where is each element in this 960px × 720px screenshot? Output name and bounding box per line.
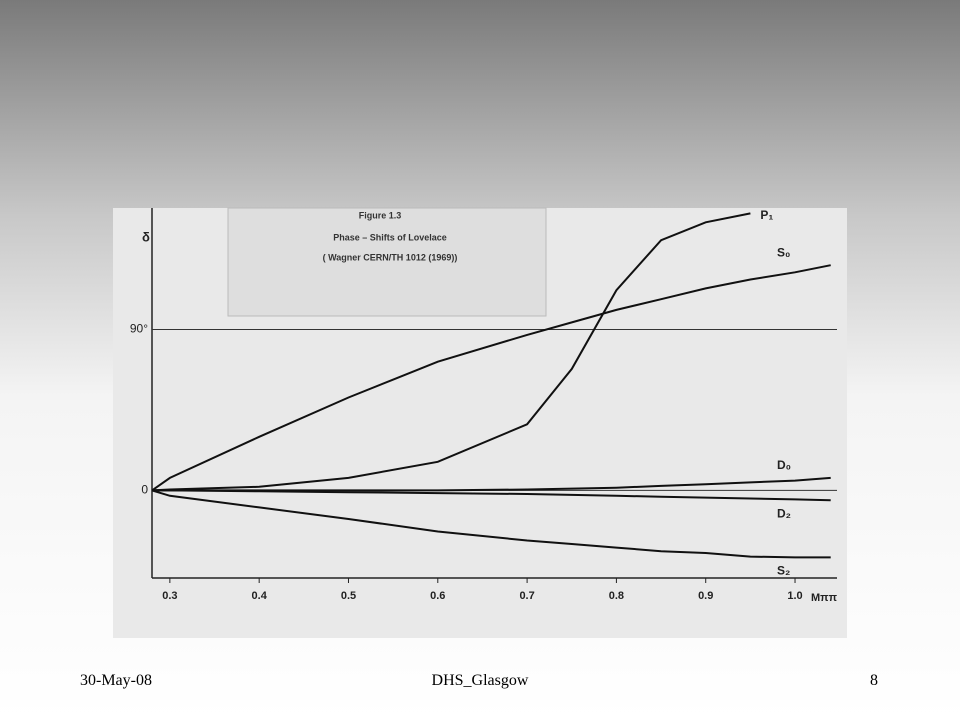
chart-title: Figure 1.3 (359, 210, 402, 220)
series-label: D₀ (777, 458, 791, 472)
y-tick-label: 0 (141, 483, 148, 497)
x-tick-label: 0.8 (609, 590, 624, 602)
x-tick-label: 0.7 (519, 590, 534, 602)
x-axis-label: Mππ (811, 592, 838, 604)
footer-title: DHS_Glasgow (431, 672, 529, 689)
series-line (151, 489, 831, 559)
x-tick-label: 0.4 (252, 590, 268, 602)
x-tick-label: 0.3 (162, 590, 177, 602)
x-tick-label: 1.0 (787, 590, 802, 602)
y-tick-label: 90° (130, 322, 148, 336)
caption-card (227, 207, 547, 317)
series-label: S₂ (777, 564, 790, 578)
footer-date: 30-May-08 (80, 672, 152, 689)
annotation: ( Wagner CERN/TH 1012 (1969)) (323, 252, 458, 262)
series-label: P₁ (760, 208, 773, 222)
footer-page: 8 (870, 672, 878, 689)
series-line (151, 212, 751, 492)
series-label: S₀ (777, 245, 790, 259)
chart-subtitle: Phase – Shifts of Lovelace (333, 232, 447, 242)
series-line (152, 489, 831, 502)
x-tick-label: 0.9 (698, 590, 713, 602)
x-tick-label: 0.6 (430, 590, 445, 602)
y-axis-label: δ (142, 229, 150, 244)
x-tick-label: 0.5 (341, 590, 356, 602)
series-label: D₂ (777, 506, 791, 520)
series-line (151, 264, 831, 492)
